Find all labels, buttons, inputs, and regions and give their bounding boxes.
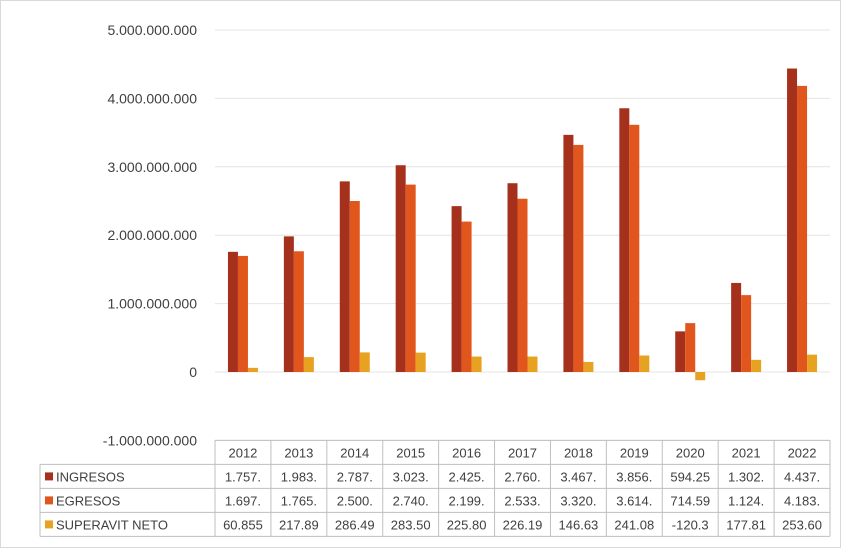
legend-label: INGRESOS [56, 469, 125, 484]
data-table-value: 3.023. [393, 469, 429, 484]
bar-egresos [293, 251, 304, 372]
x-tick-label: 2021 [732, 445, 761, 460]
bar-superavit-neto [583, 361, 594, 372]
x-tick-label: 2020 [676, 445, 705, 460]
y-tick-label: 4.000.000.000 [107, 90, 197, 106]
bar-ingresos [507, 183, 518, 372]
data-table-value: 1.697. [225, 493, 261, 508]
y-tick-label: -1.000.000.000 [103, 432, 197, 448]
bar-superavit-neto [303, 357, 314, 372]
y-tick-label: 1.000.000.000 [107, 296, 197, 312]
x-tick-label: 2014 [340, 445, 369, 460]
data-table-value: 714.59 [670, 493, 710, 508]
data-table-value: 1.765. [281, 493, 317, 508]
bar-ingresos [227, 251, 238, 372]
data-table-value: 146.63 [559, 517, 599, 532]
bar-ingresos [731, 282, 742, 372]
data-table-value: 2.533. [504, 493, 540, 508]
data-table-value: 60.855 [223, 517, 263, 532]
data-table-value: 4.437. [784, 469, 820, 484]
data-table-value: 2.500. [337, 493, 373, 508]
bar-superavit-neto [695, 372, 706, 381]
data-table-value: 3.614. [616, 493, 652, 508]
y-tick-label: 3.000.000.000 [107, 159, 197, 175]
data-table-value: 283.50 [391, 517, 431, 532]
data-table-value: 2.199. [449, 493, 485, 508]
y-tick-label: 0 [189, 364, 197, 380]
x-tick-label: 2017 [508, 445, 537, 460]
bar-superavit-neto [247, 367, 258, 372]
bar-ingresos [619, 108, 630, 372]
bar-superavit-neto [471, 356, 482, 372]
data-table-value: 2.760. [504, 469, 540, 484]
bar-egresos [405, 184, 416, 372]
x-tick-label: 2013 [284, 445, 313, 460]
bar-egresos [685, 323, 696, 372]
bar-egresos [797, 85, 808, 372]
data-table-value: 1.757. [225, 469, 261, 484]
bar-ingresos [395, 165, 406, 372]
bar-superavit-neto [807, 354, 818, 372]
bar-superavit-neto [639, 355, 650, 372]
legend-swatch [45, 520, 53, 529]
bar-egresos [629, 124, 640, 372]
data-table-value: 2.740. [393, 493, 429, 508]
data-table-value: 217.89 [279, 517, 319, 532]
data-table-value: 4.183. [784, 493, 820, 508]
x-tick-label: 2015 [396, 445, 425, 460]
legend-swatch [45, 496, 53, 505]
legend-label: SUPERAVIT NETO [56, 517, 168, 532]
data-table-value: 3.320. [560, 493, 596, 508]
bar-superavit-neto [751, 359, 762, 372]
data-table-value: 1.983. [281, 469, 317, 484]
bar-egresos [741, 295, 752, 372]
bar-ingresos [563, 134, 574, 372]
data-table-value: 226.19 [503, 517, 543, 532]
bar-egresos [461, 221, 472, 372]
data-table-value: 594.25 [670, 469, 710, 484]
bar-egresos [349, 201, 360, 372]
x-tick-label: 2019 [620, 445, 649, 460]
bar-egresos [237, 255, 248, 372]
bar-egresos [517, 198, 528, 372]
bar-ingresos [339, 181, 350, 372]
bar-ingresos [451, 206, 462, 372]
bar-superavit-neto [527, 356, 538, 372]
data-table-value: 1.302. [728, 469, 764, 484]
x-tick-label: 2016 [452, 445, 481, 460]
data-table-value: 225.80 [447, 517, 487, 532]
legend-swatch [45, 472, 53, 481]
data-table-value: 3.467. [560, 469, 596, 484]
bar-egresos [573, 144, 584, 372]
y-tick-label: 5.000.000.000 [107, 22, 197, 38]
data-table-value: 241.08 [614, 517, 654, 532]
data-table-value: 286.49 [335, 517, 375, 532]
data-table-value: -120.3 [672, 517, 709, 532]
bar-ingresos [283, 236, 294, 372]
bar-superavit-neto [415, 352, 426, 372]
data-table-value: 2.425. [449, 469, 485, 484]
data-table-value: 3.856. [616, 469, 652, 484]
data-table-value: 177.81 [726, 517, 766, 532]
bar-superavit-neto [359, 352, 370, 372]
data-table-value: 253.60 [782, 517, 822, 532]
x-tick-label: 2018 [564, 445, 593, 460]
bar-ingresos [675, 331, 686, 372]
x-tick-label: 2012 [228, 445, 257, 460]
y-tick-label: 2.000.000.000 [107, 227, 197, 243]
data-table-value: 2.787. [337, 469, 373, 484]
x-tick-label: 2022 [788, 445, 817, 460]
legend-label: EGRESOS [56, 493, 121, 508]
data-table-value: 1.124. [728, 493, 764, 508]
bar-ingresos [787, 68, 798, 372]
